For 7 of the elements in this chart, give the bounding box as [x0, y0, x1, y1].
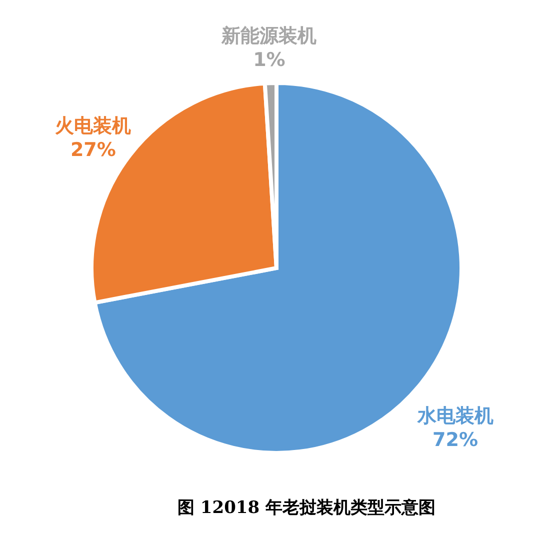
caption: 图 12018 年老挝装机类型示意图 — [178, 498, 436, 518]
slice-label: 新能源装机 — [220, 25, 317, 48]
slice-label: 火电装机 — [55, 114, 132, 137]
slice-label: 水电装机 — [416, 404, 494, 427]
data-label: 72% — [432, 428, 478, 451]
data-label: 1% — [253, 49, 286, 72]
data-label: 27% — [70, 138, 116, 161]
